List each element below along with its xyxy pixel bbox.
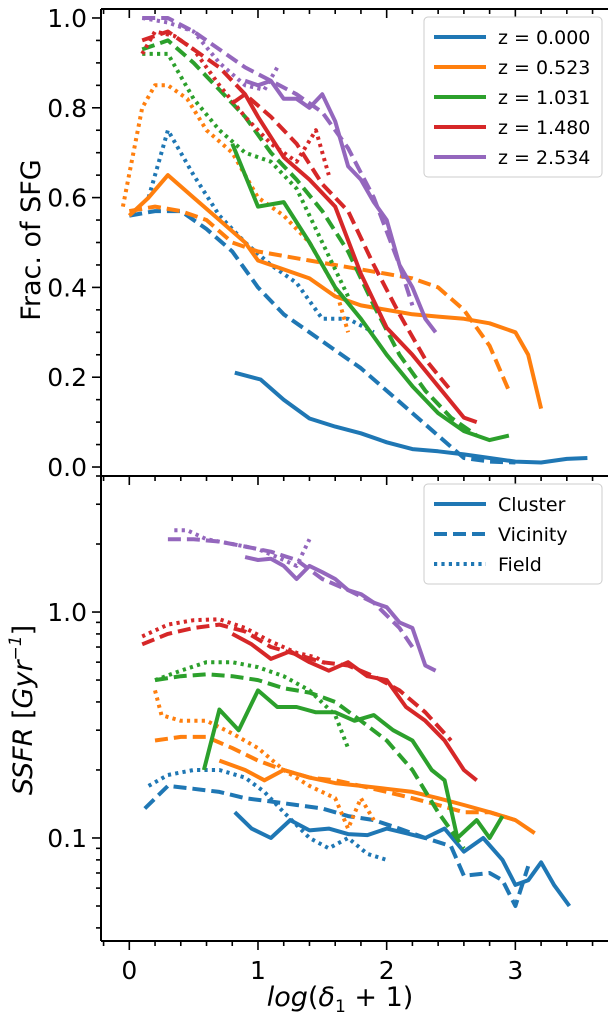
top-series-line-0.000-field	[146, 128, 375, 335]
bottom-x-axis-label: log(δ1 + 1)	[267, 982, 414, 1014]
bottom-panel: 0 1 2 3 0.1 1.0 SSFR [Gyr−1] log(δ1 + 1) Clus…	[6, 475, 608, 1014]
bottom-legend-box	[423, 483, 603, 585]
bottom-series-line-1.031-cluster	[201, 688, 505, 840]
top-y-tick-label: 0.2	[47, 363, 87, 392]
top-legend-label: z = 0.000	[498, 27, 590, 49]
top-series-line-1.480-vicinity	[141, 29, 453, 392]
top-legend-label: z = 0.523	[498, 57, 590, 79]
top-series-line-0.523-vicinity	[128, 204, 511, 392]
top-y-tick-label: 0.8	[47, 94, 87, 123]
bottom-legend-label: Field	[498, 554, 542, 576]
x-tick-label: 3	[507, 956, 523, 985]
bottom-series-line-0.000-vicinity	[143, 783, 531, 908]
bottom-legend-label: Vicinity	[498, 524, 568, 546]
top-y-tick-label: 0.6	[47, 184, 87, 213]
bottom-series-line-2.534-vicinity	[167, 537, 415, 649]
bottom-y-axis-label: SSFR [Gyr−1]	[6, 625, 39, 795]
top-series-lines	[120, 16, 588, 465]
bottom-legend: Cluster Vicinity Field	[423, 483, 603, 585]
top-series-line-2.534-vicinity	[142, 16, 415, 307]
top-series-line-2.534-cluster	[244, 78, 438, 334]
top-series-line-0.000-vicinity	[128, 209, 516, 465]
x-tick-label: 2	[379, 956, 395, 985]
top-legend: z = 0.000 z = 0.523 z = 1.031 z = 1.480 z = …	[423, 16, 603, 178]
bottom-series-line-0.523-vicinity	[154, 734, 516, 823]
top-legend-label: z = 2.534	[498, 147, 590, 169]
bottom-series-line-2.534-field	[174, 528, 312, 568]
bottom-series-lines	[141, 528, 572, 908]
top-legend-label: z = 1.480	[498, 117, 590, 139]
top-series-line-1.031-cluster	[230, 142, 510, 443]
top-panel: 0.0 0.2 0.4 0.6 0.8 1.0 Frac. of SFG z = 0.00…	[16, 4, 608, 482]
top-series-line-1.480-cluster	[231, 92, 478, 424]
top-series-line-1.031-vicinity	[141, 38, 478, 438]
top-y-tick-label: 0.0	[47, 453, 87, 482]
top-series-line-0.000-cluster	[234, 370, 588, 465]
bottom-series-line-0.523-field	[153, 689, 376, 831]
bottom-series-line-1.031-field	[154, 660, 350, 749]
bottom-axes: 0 1 2 3 0.1 1.0	[47, 475, 608, 985]
bottom-series-line-2.534-cluster	[244, 555, 437, 673]
x-tick-label: 1	[250, 956, 266, 985]
top-series-line-1.480-field	[140, 29, 331, 176]
bottom-legend-label: Cluster	[498, 494, 566, 516]
x-tick-label: 0	[121, 956, 137, 985]
top-y-tick-label: 1.0	[47, 4, 87, 33]
bottom-series-line-1.480-field	[141, 617, 330, 668]
bottom-series-line-1.031-vicinity	[154, 672, 466, 850]
top-legend-box	[423, 16, 603, 178]
top-legend-label: z = 1.031	[498, 87, 590, 109]
top-y-axis-label: Frac. of SFG	[16, 159, 47, 320]
top-series-line-0.523-cluster	[127, 173, 544, 410]
top-y-tick-label: 0.4	[47, 273, 87, 302]
bottom-series-line-0.000-field	[147, 768, 388, 862]
bottom-series-line-1.480-cluster	[231, 632, 478, 782]
bottom-y-tick-label: 1.0	[47, 598, 87, 627]
bottom-y-tick-label: 0.1	[47, 824, 87, 853]
bottom-series-line-0.523-cluster	[218, 758, 536, 835]
